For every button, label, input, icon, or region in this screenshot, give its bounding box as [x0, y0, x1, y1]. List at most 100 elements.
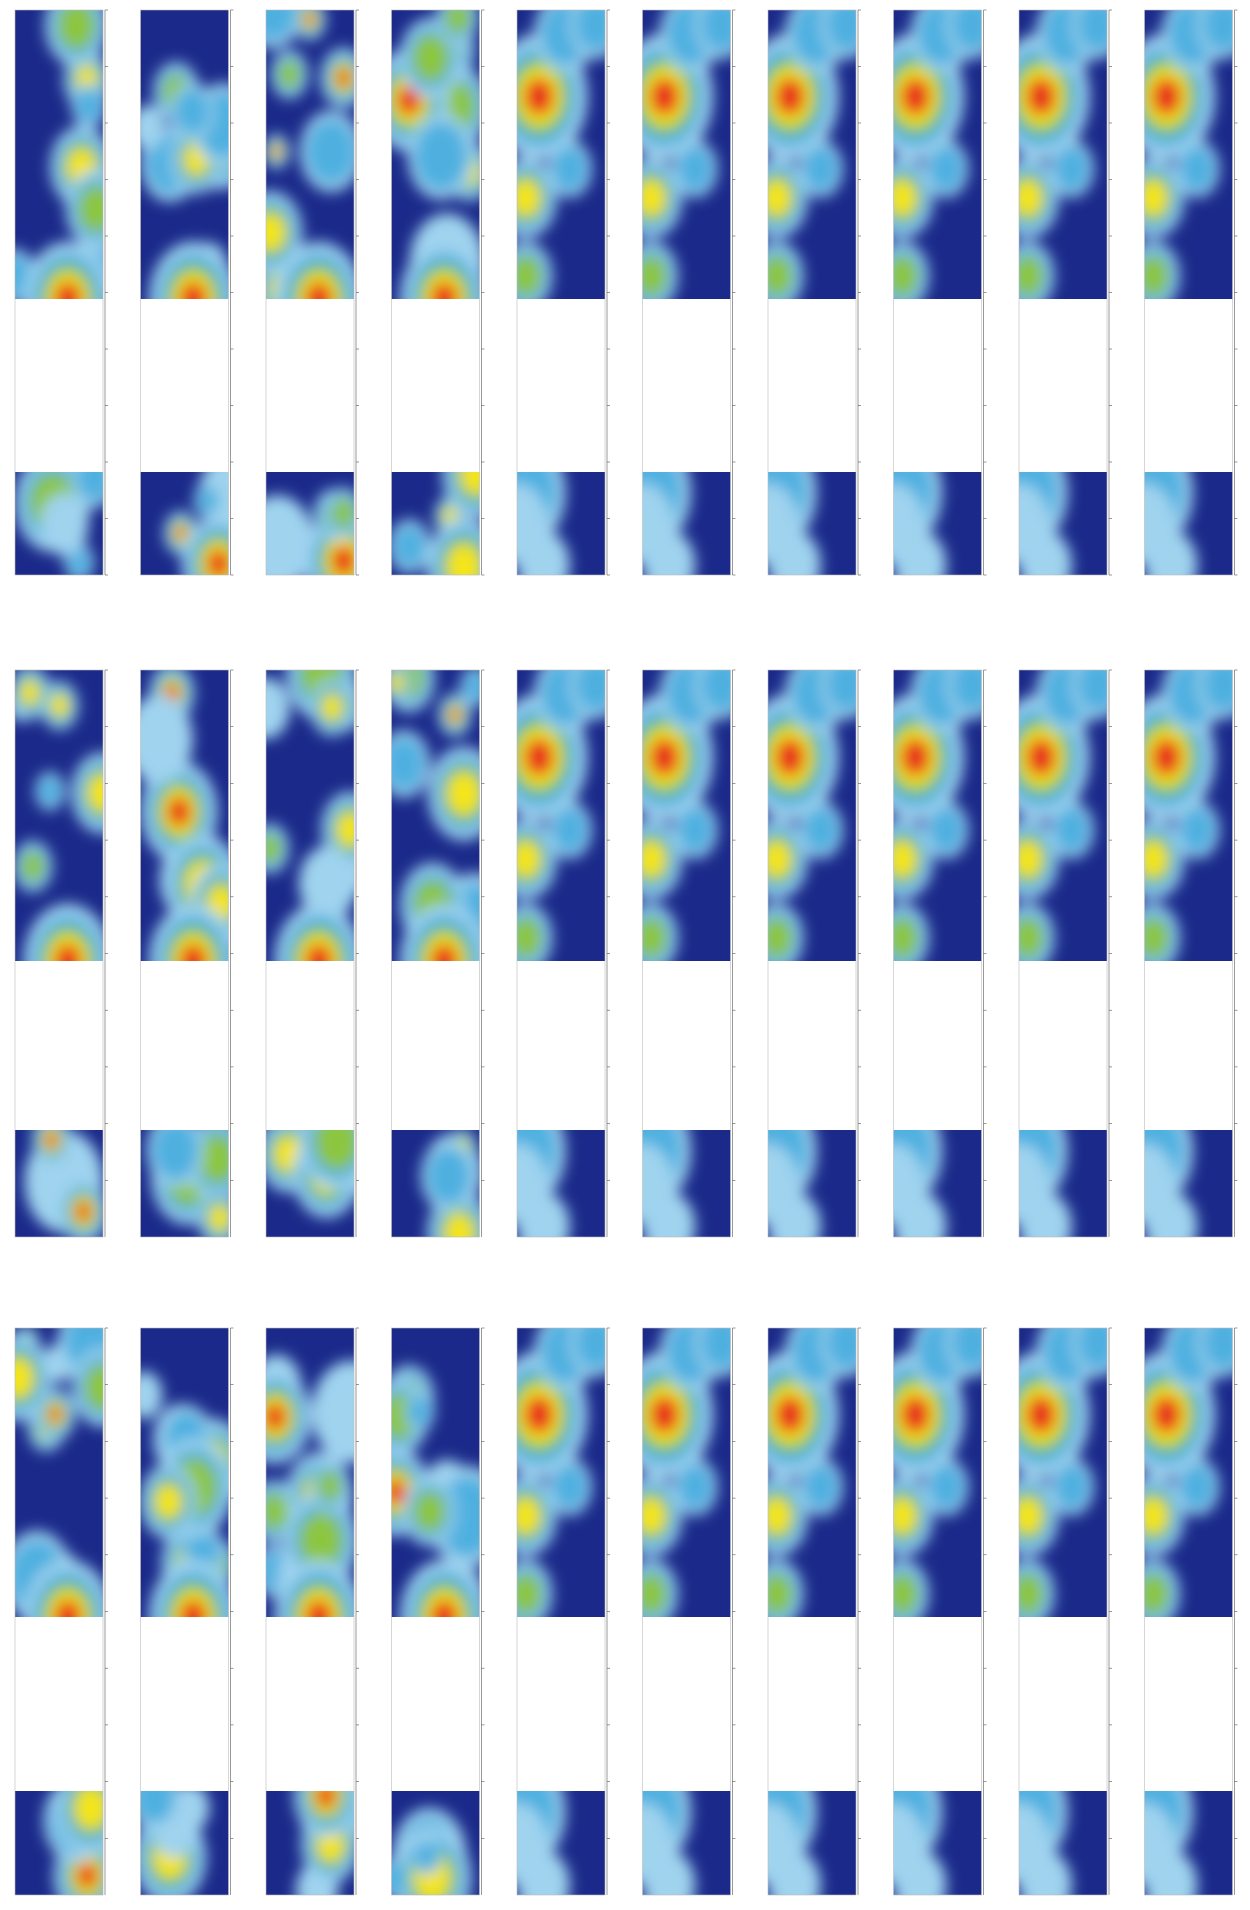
heatmap	[1144, 670, 1233, 961]
heatmap	[893, 1791, 982, 1895]
heat-blob	[180, 943, 207, 961]
heat-blob	[900, 1395, 931, 1434]
heatmap	[893, 1130, 982, 1237]
heat-blob	[677, 1464, 713, 1510]
panel-frame	[516, 669, 606, 1238]
heat-blob	[1026, 1395, 1056, 1434]
heat-blob	[893, 483, 925, 564]
heatmap	[1144, 472, 1233, 575]
heat-blob	[57, 10, 96, 50]
heat-blob	[517, 1573, 542, 1615]
heat-blob	[677, 146, 713, 192]
heat-blob	[266, 213, 285, 251]
heatmap-blobs	[893, 472, 947, 575]
heat-blob	[893, 179, 917, 216]
heatmap-blobs	[266, 487, 354, 575]
heatmap-blobs	[517, 472, 570, 575]
heat-blob	[642, 841, 666, 878]
heat-blob	[67, 547, 91, 575]
heat-blob	[677, 807, 713, 853]
heat-blob	[1077, 670, 1107, 712]
heat-blob	[768, 1497, 791, 1534]
heat-blob	[826, 10, 856, 52]
heat-blob	[893, 841, 917, 878]
heat-blob	[517, 179, 540, 216]
heatmap-blobs	[1144, 1130, 1198, 1237]
heat-blob	[517, 483, 548, 564]
panel-frame	[391, 1327, 480, 1896]
heat-blob	[431, 281, 458, 299]
heat-blob	[51, 694, 69, 717]
heatmap	[391, 10, 480, 299]
heatmap	[15, 472, 103, 575]
panel-frame	[1144, 1327, 1233, 1896]
heatmap-blobs	[517, 1328, 605, 1617]
heatmap	[1144, 1328, 1233, 1617]
heat-blob	[322, 694, 342, 721]
heatmap-blobs	[140, 1791, 210, 1895]
heatmap-blobs	[1019, 1328, 1107, 1617]
panel-frame	[516, 9, 606, 576]
heatmap-blobs	[140, 670, 229, 961]
heat-blob	[1144, 1573, 1170, 1615]
heat-blob	[317, 1470, 342, 1502]
heat-blob	[1144, 1802, 1176, 1884]
heatmap	[140, 1328, 229, 1617]
heatmap	[642, 1130, 731, 1237]
heat-blob	[1151, 738, 1182, 777]
heatmap-blobs	[893, 1791, 947, 1895]
heat-blob	[517, 1497, 540, 1534]
heat-blob	[1144, 255, 1170, 297]
heat-blob	[951, 1328, 982, 1370]
heatmap-blobs	[1144, 670, 1233, 961]
heatmap	[15, 1791, 103, 1895]
heat-blob	[431, 943, 458, 961]
heatmap	[140, 10, 229, 299]
heat-blob	[140, 1371, 163, 1419]
heat-blob	[768, 1802, 799, 1884]
heatmap	[642, 1791, 731, 1895]
heatmap-blobs	[15, 1328, 103, 1617]
heat-blob	[407, 1396, 432, 1428]
heat-blob	[272, 146, 281, 157]
panel-frame	[1018, 669, 1108, 1238]
heatmap	[391, 1791, 480, 1895]
panel-frame	[893, 9, 982, 576]
heatmap-blobs	[642, 1791, 696, 1895]
heat-blob	[552, 146, 588, 192]
panel-frame	[140, 9, 229, 576]
panel-frame	[265, 669, 355, 1238]
heat-blob	[642, 1143, 674, 1224]
heat-blob	[415, 1841, 439, 1872]
heat-blob	[893, 255, 919, 297]
heat-blob	[1054, 146, 1090, 192]
heatmap-blobs	[768, 1130, 821, 1237]
heatmap-blobs	[1144, 10, 1233, 299]
heatmap	[768, 10, 856, 299]
heatmap	[517, 1791, 605, 1895]
heat-blob	[337, 812, 354, 847]
heat-blob	[180, 281, 207, 299]
heat-blob	[305, 943, 332, 961]
heat-blob	[951, 10, 982, 52]
heat-blob	[391, 1861, 407, 1895]
heatmap	[893, 472, 982, 575]
heat-blob	[20, 680, 40, 705]
panel-frame	[893, 669, 982, 1238]
heat-blob	[1144, 179, 1168, 216]
heatmap	[517, 1130, 605, 1237]
heatmap-blobs	[893, 670, 982, 961]
heat-blob	[1144, 1143, 1176, 1224]
heatmap	[893, 1328, 982, 1617]
heat-blob	[449, 708, 460, 722]
panel-frame	[265, 9, 355, 576]
heatmap-blobs	[43, 1791, 103, 1895]
heatmap	[15, 1328, 103, 1617]
heat-blob	[306, 118, 354, 185]
heat-blob	[426, 1147, 471, 1205]
heatmap-blobs	[893, 1130, 947, 1237]
heatmap-blobs	[1019, 472, 1072, 575]
heat-blob	[649, 77, 680, 116]
heat-blob	[311, 1360, 354, 1464]
heatmap	[15, 1130, 103, 1237]
